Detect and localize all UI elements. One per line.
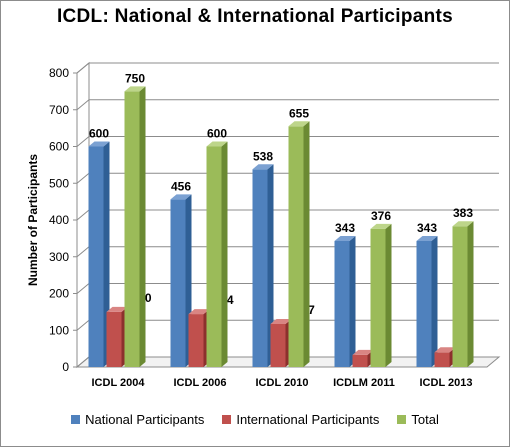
x-tick-label: ICDL 2010 [256,377,309,389]
bar-top [334,235,356,241]
bar-front [334,240,350,367]
y-tick-label: 200 [49,287,69,301]
bar-top [370,223,392,229]
bar-side [349,235,356,367]
gridline-diagonal [76,99,90,111]
x-tick-label: ICDL 2006 [174,377,227,389]
bar-front [370,228,386,367]
bar-side [303,121,310,367]
gridline-diagonal [76,356,90,368]
bar-side [385,223,392,367]
bar-front [416,240,432,367]
bar-top [252,164,274,170]
bar-top [434,347,456,353]
y-tick-label: 600 [49,140,69,154]
bar-top [106,306,128,312]
data-label: 383 [453,206,473,220]
bar-top [188,309,210,315]
gridline-diagonal [76,283,90,294]
y-tick-label: 100 [49,323,69,337]
gridline-diagonal [76,209,90,221]
bar-front [434,352,450,367]
data-label: 343 [335,221,355,235]
x-tick-label: ICDL 2004 [92,377,146,389]
legend: National Participants International Part… [0,412,510,427]
legend-swatch-total [397,415,407,424]
y-tick-label: 800 [49,66,69,80]
bar-front [270,324,286,367]
data-label: 600 [89,127,109,141]
gridline-diagonal [76,246,90,258]
bar-side [267,164,274,367]
bar-front [288,126,304,367]
bar-front [124,91,140,367]
bar-top [270,319,292,325]
bar-side [139,86,146,367]
y-tick-label: 400 [49,213,69,227]
y-tick-label: 500 [49,176,69,190]
bar-top [124,86,146,92]
gridline-diagonal [76,136,90,147]
data-label: 376 [371,209,391,223]
bar-front [206,146,222,367]
legend-label-international: International Participants [236,412,380,427]
bar-top [452,221,474,227]
bar-front [252,169,268,367]
gridline-diagonal [76,172,90,184]
y-tick-label: 0 [62,360,69,374]
data-label: 750 [125,71,145,85]
chart-title: ICDL: National & International Participa… [56,6,454,27]
bar-front [352,354,368,367]
bar-top [170,194,192,200]
data-label: 655 [289,106,309,120]
bar-side [221,141,228,367]
bar-top [88,141,110,147]
legend-label-national: National Participants [85,412,205,427]
data-label: 343 [417,221,437,235]
legend-item-total: Total [397,412,439,427]
data-label: 538 [253,149,273,163]
legend-label-total: Total [411,412,439,427]
gridline-diagonal [76,319,90,331]
bar-front [106,311,122,367]
x-tick-label: ICDL 2013 [420,377,473,389]
x-tick-label: ICDLM 2011 [333,377,395,389]
legend-item-national: National Participants [71,412,204,427]
bar-side [431,235,438,367]
bar-front [170,199,186,367]
gridline-diagonal [76,62,90,74]
bar-side [467,221,474,367]
y-tick-label: 300 [49,250,69,264]
data-label: 600 [207,127,227,141]
bar-front [88,146,104,367]
y-tick-label: 700 [49,103,69,117]
legend-item-international: International Participants [222,412,379,427]
data-label: 456 [171,179,191,193]
bar-front [188,314,204,367]
bar-top [206,141,228,147]
bar-front [452,226,468,367]
y-axis-title: Number of Participants [26,154,40,286]
legend-swatch-international [222,415,232,424]
legend-swatch-national [71,415,81,424]
bar-top [416,235,438,241]
bar-top [352,349,374,355]
bar-top [288,121,310,127]
